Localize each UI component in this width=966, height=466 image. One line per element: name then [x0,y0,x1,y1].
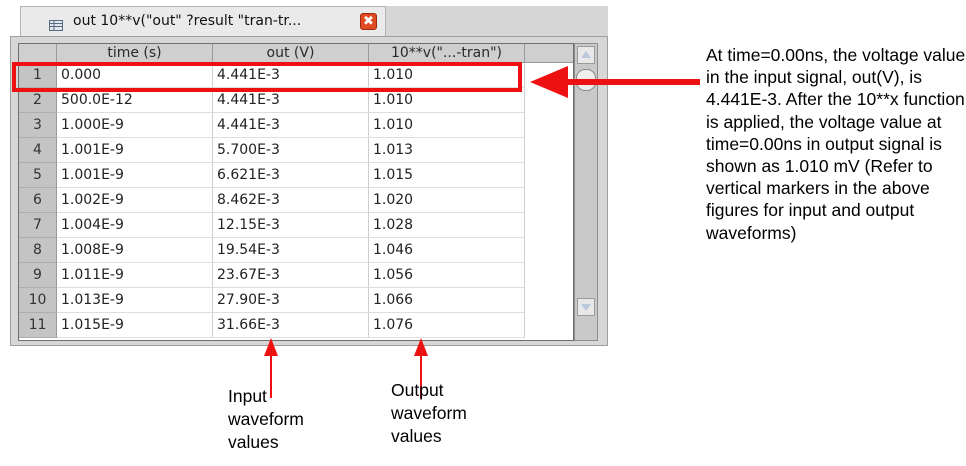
table-row[interactable]: 8 1.008E-9 19.54E-3 1.046 [19,238,573,263]
cell-time[interactable]: 1.015E-9 [57,313,213,338]
cell-result[interactable]: 1.010 [369,113,525,138]
table-row[interactable]: 4 1.001E-9 5.700E-3 1.013 [19,138,573,163]
table-row[interactable]: 5 1.001E-9 6.621E-3 1.015 [19,163,573,188]
table-row[interactable]: 11 1.015E-9 31.66E-3 1.076 [19,313,573,338]
output-arrow-head [414,338,428,356]
cell-time[interactable]: 1.008E-9 [57,238,213,263]
row-number[interactable]: 3 [19,113,57,138]
cell-result[interactable]: 1.015 [369,163,525,188]
cell-result[interactable]: 1.056 [369,263,525,288]
cell-time[interactable]: 0.000 [57,63,213,88]
input-label-line: values [228,432,279,452]
cell-time[interactable]: 1.011E-9 [57,263,213,288]
cell-out[interactable]: 27.90E-3 [213,288,369,313]
explanation-note: At time=0.00ns, the voltage value in the… [706,45,966,243]
cell-out[interactable]: 5.700E-3 [213,138,369,163]
cell-time[interactable]: 1.000E-9 [57,113,213,138]
scroll-down-button[interactable] [577,298,595,316]
input-label-line: Input [228,386,267,406]
cell-time[interactable]: 1.013E-9 [57,288,213,313]
table-row[interactable]: 3 1.000E-9 4.441E-3 1.010 [19,113,573,138]
cell-out[interactable]: 19.54E-3 [213,238,369,263]
cell-out[interactable]: 8.462E-3 [213,188,369,213]
input-label-line: waveform [228,409,304,429]
cell-out[interactable]: 12.15E-3 [213,213,369,238]
cell-result[interactable]: 1.010 [369,63,525,88]
vertical-scrollbar[interactable] [574,43,598,341]
results-tab[interactable]: out 10**v("out" ?result "tran-tr... ✖ [20,6,386,36]
row-number[interactable]: 6 [19,188,57,213]
cell-result[interactable]: 1.028 [369,213,525,238]
cell-time[interactable]: 500.0E-12 [57,88,213,113]
cell-result[interactable]: 1.046 [369,238,525,263]
input-arrow-head [264,338,278,356]
cell-time[interactable]: 1.002E-9 [57,188,213,213]
output-label-line: waveform [391,403,467,423]
cell-out[interactable]: 4.441E-3 [213,113,369,138]
table-row[interactable]: 9 1.011E-9 23.67E-3 1.056 [19,263,573,288]
cell-out[interactable]: 6.621E-3 [213,163,369,188]
table-row[interactable]: 7 1.004E-9 12.15E-3 1.028 [19,213,573,238]
row-number[interactable]: 9 [19,263,57,288]
cell-out[interactable]: 23.67E-3 [213,263,369,288]
row-number[interactable]: 2 [19,88,57,113]
row-number[interactable]: 1 [19,63,57,88]
cell-result[interactable]: 1.066 [369,288,525,313]
results-table: time (s) out (V) 10**v("...-tran") 1 0.00… [18,43,574,341]
tab-strip-background [386,6,608,36]
cell-result[interactable]: 1.076 [369,313,525,338]
arrow-down-icon [581,304,591,311]
table-row[interactable]: 1 0.000 4.441E-3 1.010 [19,63,573,88]
output-label-line: Output [391,380,444,400]
first-row-highlight [12,62,522,92]
cell-out[interactable]: 4.441E-3 [213,63,369,88]
input-waveform-label: Input waveform values [228,385,304,454]
scroll-up-button[interactable] [577,46,595,64]
cell-time[interactable]: 1.001E-9 [57,163,213,188]
cell-result[interactable]: 1.020 [369,188,525,213]
row-number[interactable]: 8 [19,238,57,263]
close-icon[interactable]: ✖ [360,13,377,30]
column-header-time[interactable]: time (s) [57,44,213,63]
cell-time[interactable]: 1.001E-9 [57,138,213,163]
table-row[interactable]: 10 1.013E-9 27.90E-3 1.066 [19,288,573,313]
note-arrow-head [530,66,568,98]
table-row[interactable]: 6 1.002E-9 8.462E-3 1.020 [19,188,573,213]
cell-out[interactable]: 31.66E-3 [213,313,369,338]
cell-result[interactable]: 1.013 [369,138,525,163]
table-row[interactable]: 2 500.0E-12 4.441E-3 1.010 [19,88,573,113]
row-number[interactable]: 4 [19,138,57,163]
row-number[interactable]: 11 [19,313,57,338]
tab-title: out 10**v("out" ?result "tran-tr... [73,13,302,29]
cell-out[interactable]: 4.441E-3 [213,88,369,113]
table-icon [49,16,63,31]
output-label-line: values [391,426,442,446]
column-header-empty [525,44,573,63]
row-number[interactable]: 5 [19,163,57,188]
cell-time[interactable]: 1.004E-9 [57,213,213,238]
cell-result[interactable]: 1.010 [369,88,525,113]
arrow-up-icon [581,51,591,58]
row-number[interactable]: 10 [19,288,57,313]
output-waveform-label: Output waveform values [391,379,467,448]
row-number[interactable]: 7 [19,213,57,238]
